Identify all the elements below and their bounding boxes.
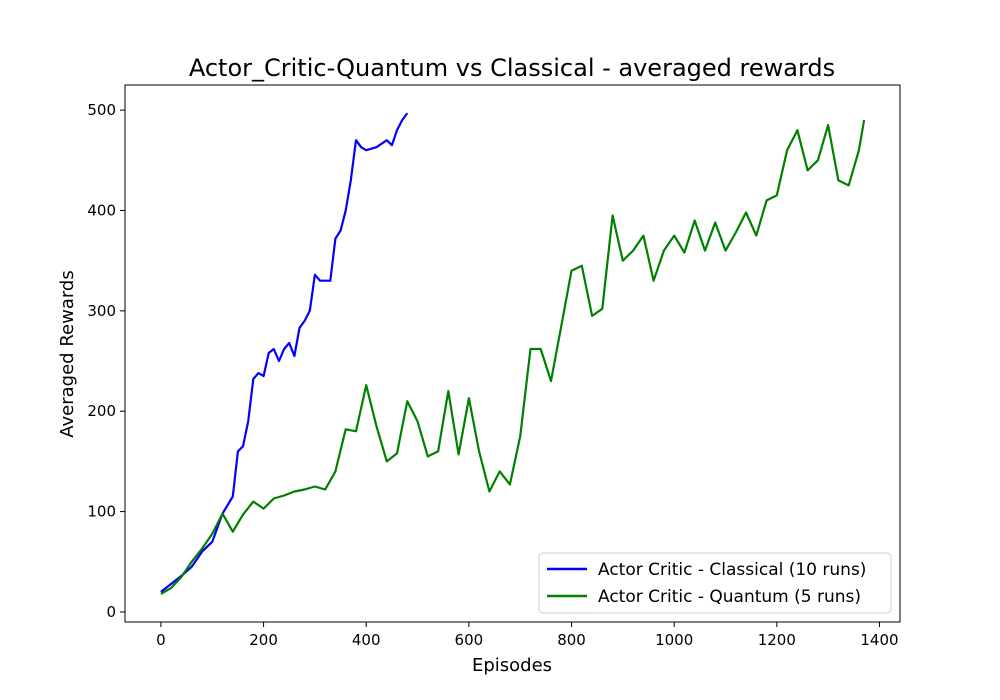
- series-line-quantum: [160, 119, 866, 595]
- plot-area: [160, 112, 866, 595]
- x-tick-label: 400: [352, 631, 381, 649]
- y-tick-label: 200: [87, 402, 116, 420]
- y-tick-label: 500: [87, 101, 116, 119]
- y-tick-label: 300: [87, 302, 116, 320]
- x-tick-label: 200: [249, 631, 278, 649]
- legend-box: [538, 552, 892, 614]
- y-axis-label: Averaged Rewards: [57, 270, 78, 437]
- legend-label-classical: Actor Critic - Classical (10 runs): [598, 560, 866, 580]
- x-tick-label: 0: [156, 631, 166, 649]
- y-tick-label: 100: [87, 503, 116, 521]
- x-axis-label: Episodes: [472, 655, 552, 676]
- x-tick-label: 800: [557, 631, 586, 649]
- x-tick-label: 600: [455, 631, 484, 649]
- x-axis-ticks: 0 200 400 600 800 1000 1200 1400: [156, 622, 899, 649]
- y-axis-ticks: 0 100 200 300 400 500: [87, 101, 125, 621]
- y-tick-label: 0: [106, 603, 116, 621]
- chart-title: Actor_Critic-Quantum vs Classical - aver…: [189, 54, 835, 82]
- plot-frame: [124, 84, 901, 623]
- legend-label-quantum: Actor Critic - Quantum (5 runs): [598, 587, 861, 607]
- series-line-classical: [160, 112, 409, 593]
- legend: Actor Critic - Classical (10 runs) Actor…: [538, 552, 892, 614]
- x-tick-label: 1400: [860, 631, 898, 649]
- x-tick-label: 1200: [758, 631, 796, 649]
- y-tick-label: 400: [87, 201, 116, 219]
- x-tick-label: 1000: [655, 631, 693, 649]
